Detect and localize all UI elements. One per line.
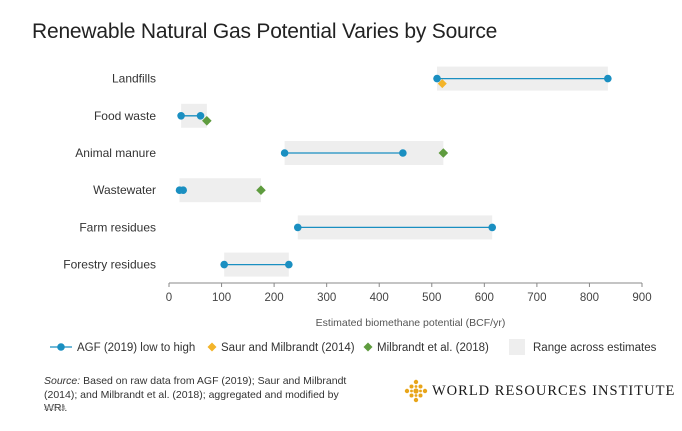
legend-label-range: Range across estimates [533,342,657,354]
agf-low-point [220,260,228,269]
agf-high-point [604,74,612,83]
agf-low-point [293,223,302,232]
agf-high-point [179,186,187,194]
agf-low-point [433,74,441,83]
agf-high-point [488,223,497,232]
agf-high-point [196,112,205,120]
agf-high-point [399,149,407,157]
agf-low-point [177,112,185,120]
category-labels: Landfills Food waste Animal manure Wastewat… [63,72,156,272]
x-tick-label: 0 [166,292,172,304]
data-points [175,74,612,269]
wri-logo: WORLD RESOURCES INSTITUTE [404,376,674,406]
milbrandt-point [202,116,212,126]
source-note: Source: Based on raw data from AGF (2019… [44,375,364,416]
category-label: Farm residues [79,220,156,234]
source-text: Based on raw data from AGF (2019); Saur … [44,375,347,414]
x-tick-label: 200 [265,292,284,304]
chart-title: Renewable Natural Gas Potential Varies b… [32,20,498,43]
milbrandt-point [438,148,449,158]
x-tick-label: 600 [475,292,494,304]
x-tick-label: 700 [527,292,546,304]
legend-label-agf: AGF (2019) low to high [77,342,195,354]
legend-saur-marker [207,342,217,352]
wri-logo-text: WORLD RESOURCES INSTITUTE [432,383,676,399]
wri-logo-icon [404,379,428,403]
agf-high-point [285,260,293,269]
footer-code: 2012.14 [44,406,66,412]
x-tick-label: 500 [422,292,441,304]
legend-label-saur: Saur and Milbrandt (2014) [221,342,355,354]
saur-point [437,79,447,89]
x-axis: 0 100 200 300 400 500 600 700 800 900 [166,282,652,304]
legend-label-milbrandt: Milbrandt et al. (2018) [377,342,489,354]
legend-agf-dot [57,343,65,351]
x-tick-label: 100 [212,292,231,304]
legend: AGF (2019) low to high Saur and Milbrandt… [50,339,657,355]
x-tick-label: 400 [370,292,389,304]
category-label: Wastewater [93,183,156,197]
range-bands [179,66,608,277]
category-label: Animal manure [75,146,156,160]
category-label: Forestry residues [63,258,156,272]
x-tick-label: 800 [580,292,599,304]
category-label: Landfills [112,72,156,86]
agf-low-point [280,149,289,157]
x-tick-label: 300 [317,292,336,304]
source-label: Source: [44,375,81,387]
legend-range-swatch [509,339,525,355]
x-tick-label: 900 [632,292,651,304]
x-axis-label: Estimated biomethane potential (BCF/yr) [316,317,506,329]
milbrandt-point [256,185,266,195]
range-band [179,178,261,203]
legend-milbrandt-marker [363,342,373,352]
category-label: Food waste [94,109,156,123]
